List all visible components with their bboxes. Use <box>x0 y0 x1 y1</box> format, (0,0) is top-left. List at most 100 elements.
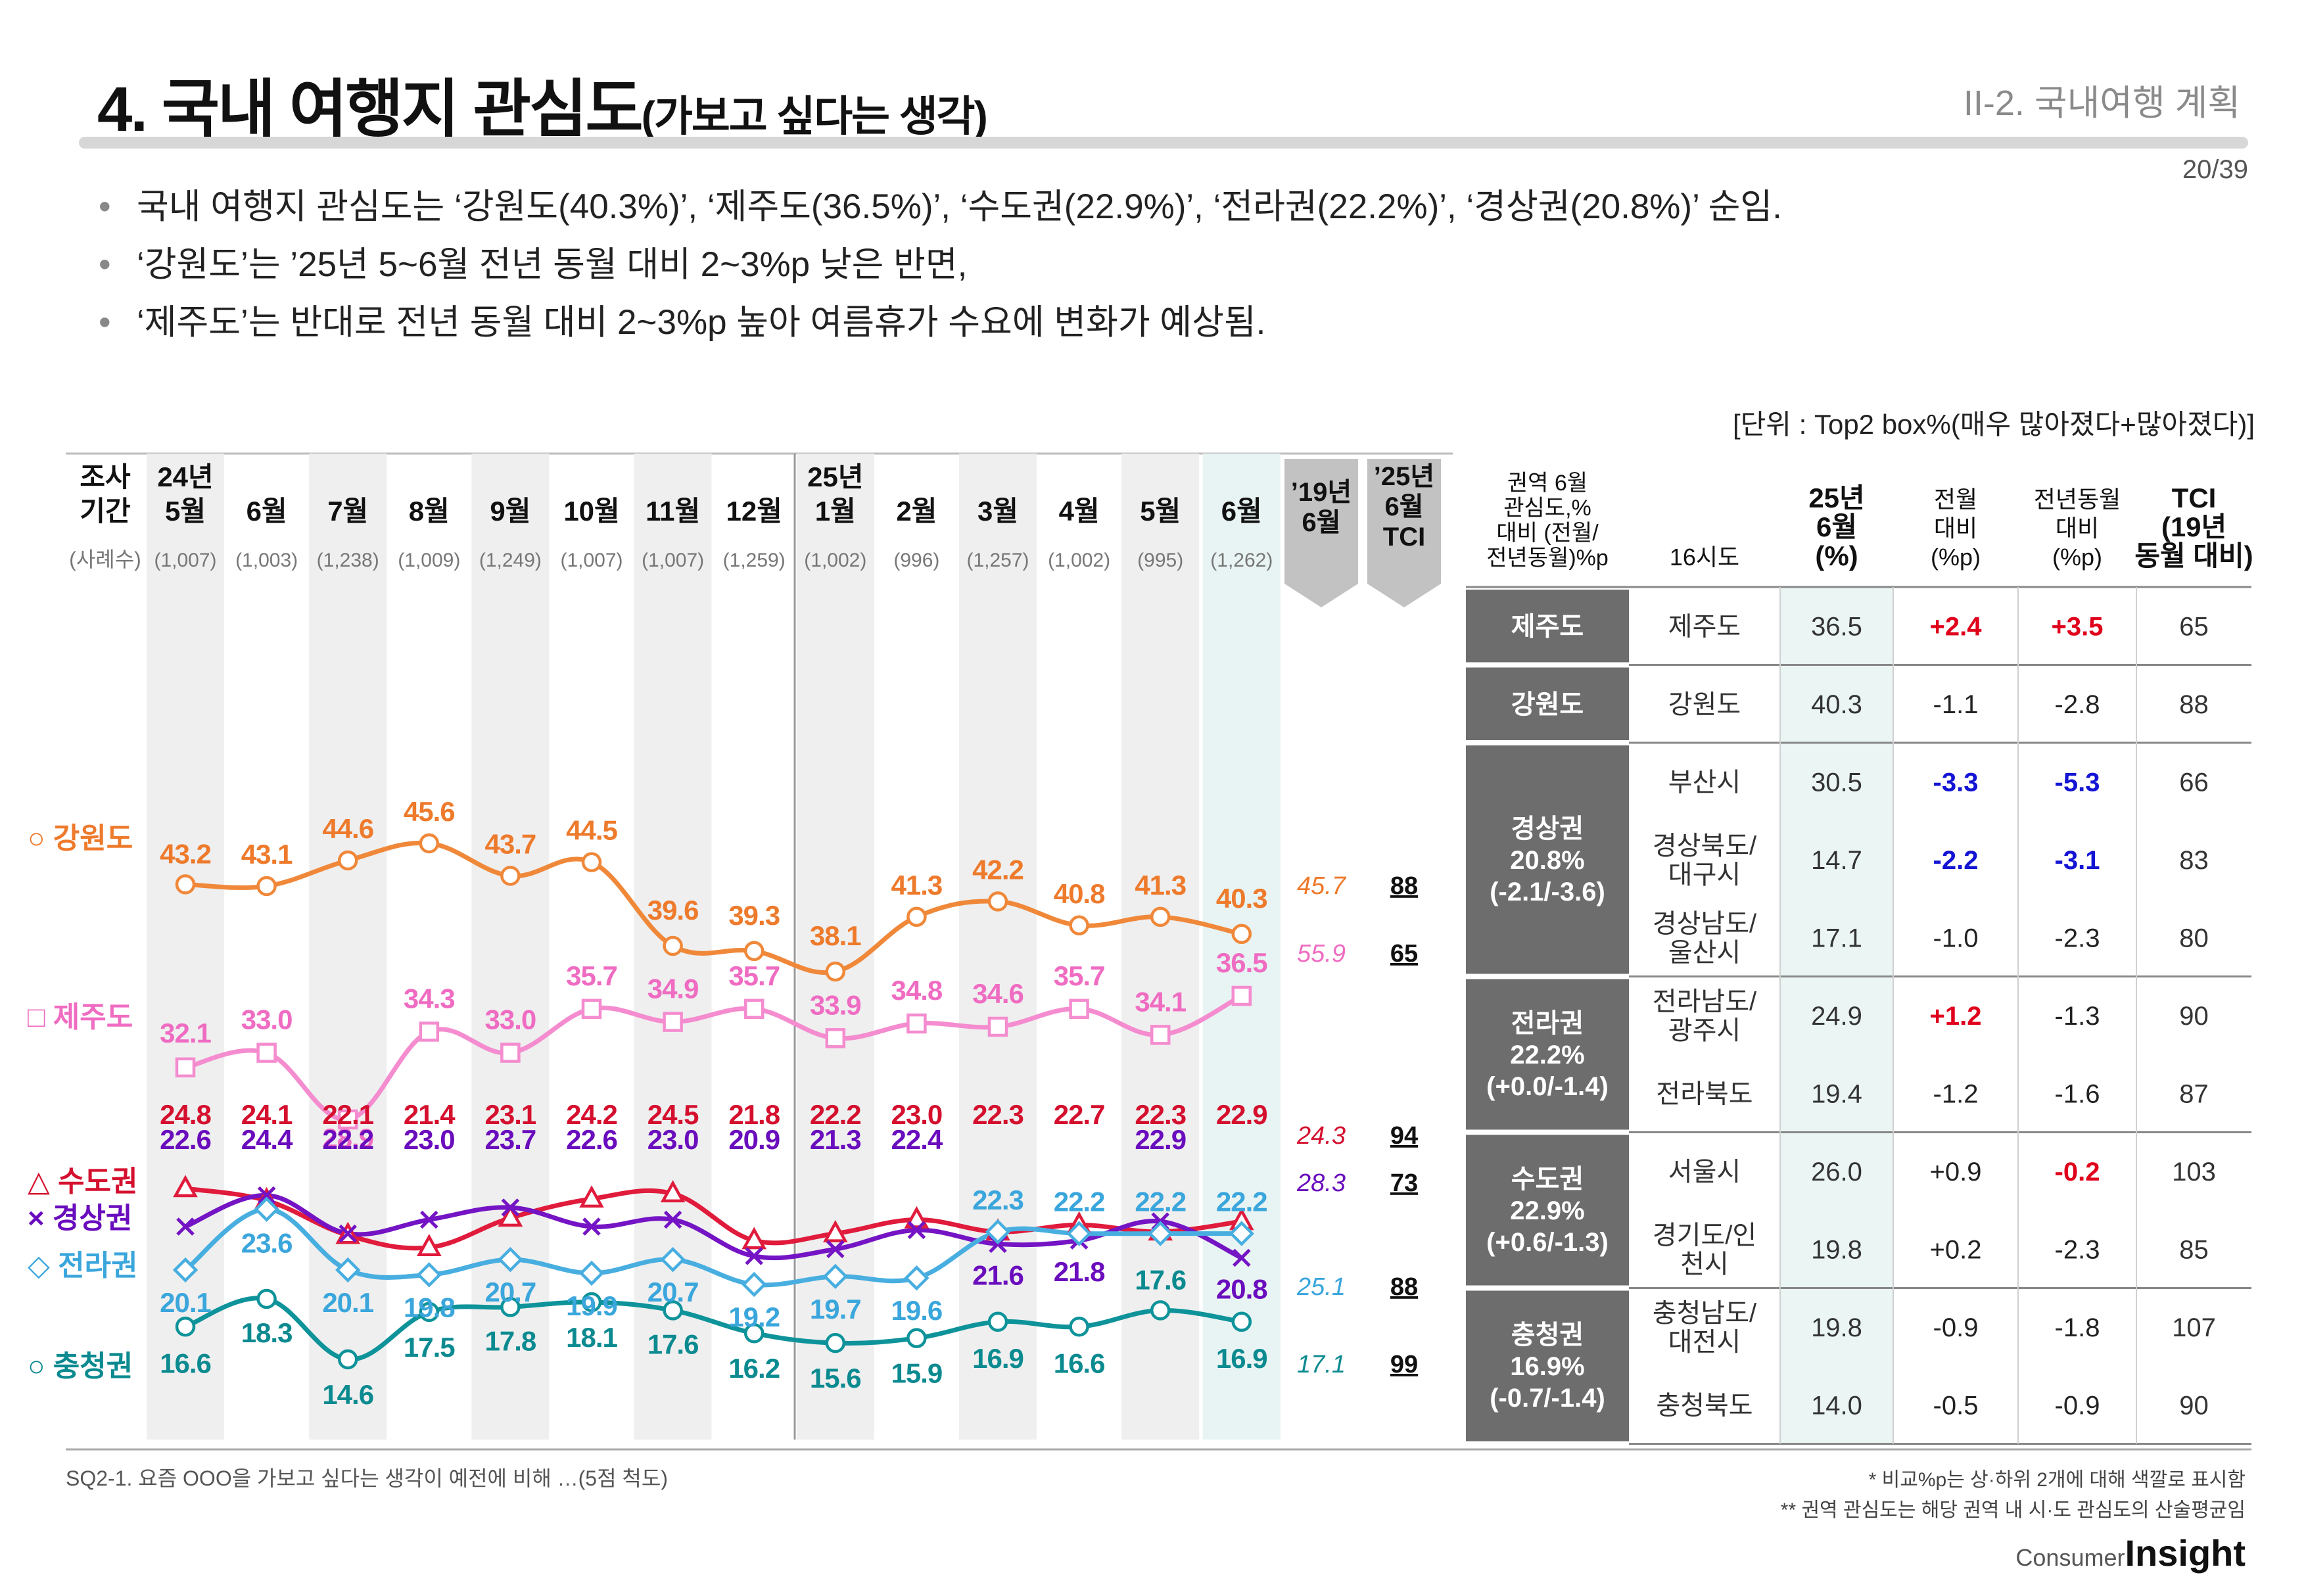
legend-제주도: □ 제주도 <box>28 1001 133 1033</box>
chart-labels: 조사 기간 (사례수) 24년 5월 (1,007) 6월 (1,003) 7월 (1,238) 8… <box>28 461 1434 1410</box>
data-label: 22.9 <box>1216 1099 1267 1130</box>
data-label: 20.1 <box>322 1287 373 1318</box>
region-label: 충청권 16.9% (-0.7/-1.4) <box>1490 1321 1605 1413</box>
data-label: 22.3 <box>972 1185 1024 1215</box>
reference-header-label: ’25년 6월 TCI <box>1374 462 1434 552</box>
yoy-cell: +3.5 <box>2052 612 2104 641</box>
ref-2019-value: 17.1 <box>1297 1351 1346 1378</box>
전라권-marker <box>254 1196 279 1222</box>
data-label: 17.8 <box>485 1325 536 1356</box>
sample-size-value: (1,002) <box>1048 550 1110 571</box>
충청권-marker <box>987 1311 1008 1332</box>
경상권-marker <box>907 1221 926 1240</box>
value-cell: 14.7 <box>1811 846 1862 875</box>
ref-2019-value: 45.7 <box>1297 872 1347 900</box>
region-cell <box>1466 590 1629 663</box>
전라권-marker <box>416 1262 442 1288</box>
x-tick-label: 8월 <box>409 496 450 527</box>
경상권-marker <box>339 1224 357 1243</box>
수도권-line <box>183 1186 1244 1251</box>
x-tick-label: 3월 <box>977 496 1018 527</box>
충청권-marker <box>256 1288 277 1309</box>
chart-markers <box>172 833 1254 1370</box>
data-label: 35.7 <box>566 960 617 991</box>
data-label: 40.8 <box>1054 878 1105 909</box>
data-label: 21.6 <box>972 1259 1024 1290</box>
city-label: 경기도/인 천시 <box>1653 1221 1756 1279</box>
value-cell: 30.5 <box>1811 768 1862 797</box>
table-header-0: 권역 6월 관심도,% 대비 (전월/전년동월)%p <box>1486 471 1609 571</box>
tci-cell: 80 <box>2179 924 2209 952</box>
전라권-marker <box>822 1263 848 1289</box>
sample-size-label: (사례수) <box>69 548 141 571</box>
footnote-average-note: ** 권역 관심도는 해당 권역 내 시·도 관심도의 산술평균임 <box>1780 1499 2246 1521</box>
value-cell: 19.8 <box>1811 1313 1862 1342</box>
data-label: 22.4 <box>891 1124 943 1155</box>
x-tick-label: 24년 5월 <box>157 461 213 527</box>
data-label: 22.2 <box>1216 1186 1267 1217</box>
data-label: 23.6 <box>241 1228 293 1259</box>
data-label: 18.1 <box>566 1322 617 1353</box>
mom-cell: +0.2 <box>1930 1235 1982 1264</box>
강원도-marker <box>1150 906 1171 927</box>
제주도-marker <box>987 1016 1008 1037</box>
제주도-marker <box>581 998 602 1020</box>
경상권-marker <box>663 1210 682 1229</box>
data-label: 23.7 <box>485 1124 536 1155</box>
제주도-marker <box>1231 985 1252 1006</box>
city-label: 전라남도/광주시 <box>1653 987 1757 1045</box>
data-label: 33.0 <box>241 1004 293 1035</box>
column-band <box>1121 454 1200 1440</box>
제주도-marker <box>500 1043 521 1063</box>
mom-cell: +1.2 <box>1930 1002 1982 1031</box>
data-label: 16.9 <box>972 1343 1024 1374</box>
경상권-marker <box>501 1198 520 1217</box>
강원도-marker <box>500 866 521 886</box>
data-label: 23.1 <box>485 1099 536 1130</box>
ref-2019-value: 24.3 <box>1296 1122 1346 1150</box>
전라권-marker <box>335 1257 361 1283</box>
수도권-marker <box>579 1185 604 1208</box>
data-label: 19.6 <box>891 1295 943 1326</box>
수도권-marker <box>498 1204 523 1227</box>
x-tick-label: 5월 <box>1140 496 1181 527</box>
data-label: 35.7 <box>1054 960 1105 991</box>
region-label: 제주도 <box>1511 612 1584 641</box>
data-label: 22.3 <box>972 1099 1024 1130</box>
전라권-marker <box>985 1219 1011 1245</box>
data-label: 33.9 <box>810 989 861 1020</box>
mom-cell: -0.9 <box>1933 1313 1979 1342</box>
data-label: 19.2 <box>728 1302 780 1332</box>
전라권-marker <box>741 1271 767 1298</box>
ref-2019-value: 28.3 <box>1296 1169 1346 1197</box>
data-label: 34.8 <box>891 975 943 1006</box>
region-cell <box>1466 979 1629 1130</box>
data-label: 14.6 <box>322 1379 373 1410</box>
제주도-marker <box>663 1012 683 1032</box>
강원도-marker <box>906 906 927 927</box>
column-band <box>471 454 550 1440</box>
강원도-line <box>183 840 1244 975</box>
ref-2019-value: 25.1 <box>1296 1273 1346 1301</box>
table-header-2: 25년 6월 (%) <box>1808 482 1864 571</box>
제주도-marker <box>743 998 765 1020</box>
data-label: 22.9 <box>1135 1124 1186 1155</box>
data-label: 15.6 <box>810 1363 861 1394</box>
x-tick-label: 2월 <box>896 496 937 527</box>
mom-cell: -1.2 <box>1933 1079 1979 1108</box>
data-label: 16.6 <box>160 1348 211 1378</box>
경상권-marker <box>420 1210 438 1229</box>
ref-tci-value: 65 <box>1390 940 1418 968</box>
data-label: 21.4 <box>404 1099 456 1130</box>
data-label: 20.1 <box>160 1287 211 1318</box>
region-label: 수도권 22.9% (+0.6/-1.3) <box>1486 1165 1609 1257</box>
yoy-cell: -2.8 <box>2055 690 2100 719</box>
경상권-marker <box>745 1247 763 1265</box>
강원도-marker <box>337 850 358 871</box>
data-label: 20.9 <box>728 1124 780 1155</box>
tci-cell: 90 <box>2179 1002 2209 1031</box>
수도권-marker <box>173 1175 198 1198</box>
column-band-latest <box>1202 454 1281 1440</box>
tci-cell: 85 <box>2179 1235 2209 1264</box>
